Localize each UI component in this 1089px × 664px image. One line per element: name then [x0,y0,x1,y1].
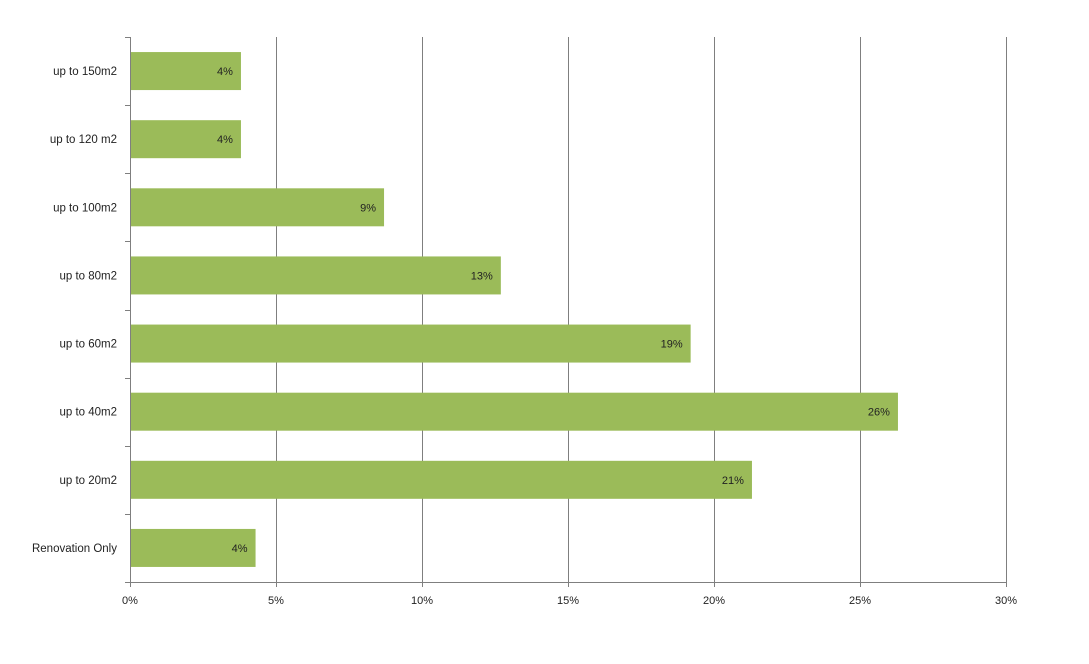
bar [131,188,385,227]
category-label: up to 120 m2 [50,134,117,146]
bar [131,392,898,431]
category-label: up to 80m2 [59,270,117,282]
x-tick-label: 0% [122,595,138,607]
data-label: 4% [232,543,248,555]
data-label: 21% [722,475,744,487]
x-tick-label: 15% [557,595,579,607]
data-label: 9% [360,202,376,214]
category-label: up to 20m2 [59,475,117,487]
data-label: 4% [217,134,233,146]
bars [131,52,898,567]
axes [125,37,1007,587]
category-label: Renovation Only [32,543,117,555]
data-label: 19% [661,339,683,351]
x-tick-label: 5% [268,595,284,607]
category-label: up to 60m2 [59,339,117,351]
x-tick-label: 25% [849,595,871,607]
x-tick-label: 30% [995,595,1017,607]
category-label: up to 100m2 [53,202,117,214]
data-label: 26% [868,407,890,419]
bar [131,52,241,91]
category-label: up to 150m2 [53,66,117,78]
bar [131,460,752,499]
bar [131,256,501,295]
bar [131,528,256,567]
gridlines [276,37,1007,582]
data-label: 4% [217,66,233,78]
x-tick-label: 10% [411,595,433,607]
x-tick-label: 20% [703,595,725,607]
bar [131,324,691,363]
labels: 0% 5% 10% 15% 20% 25% 30% up to 150m2 4% up to 12… [32,66,1017,607]
bar [131,120,241,159]
data-label: 13% [471,270,493,282]
category-label: up to 40m2 [59,407,117,419]
